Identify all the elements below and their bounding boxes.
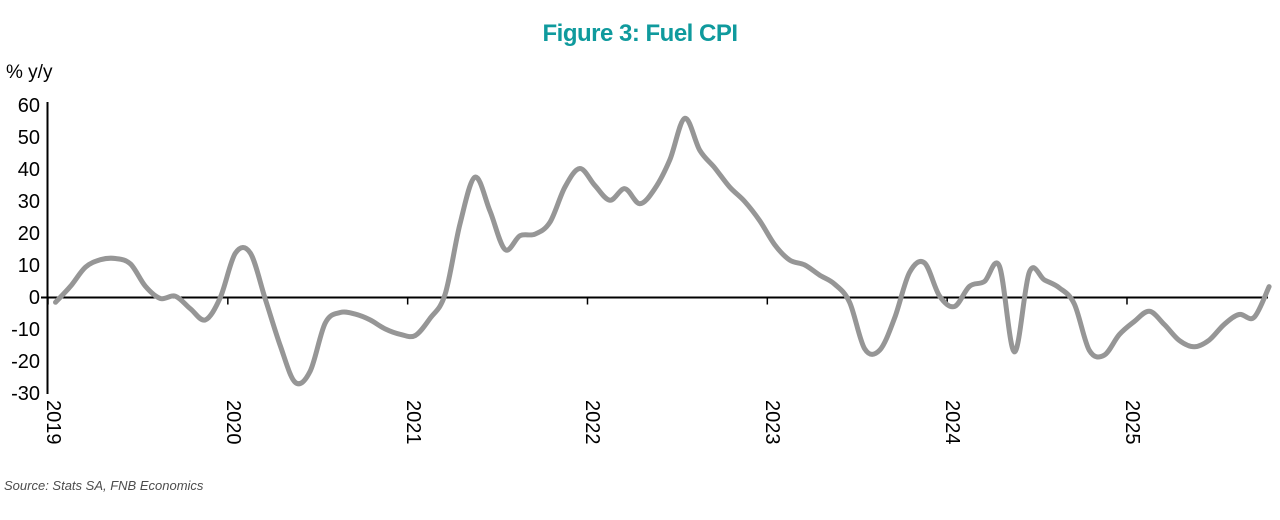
fuel-cpi-series-line [53,115,1272,387]
axis-group [41,102,1268,394]
y-axis-tick-label: 0 [28,286,40,309]
chart-title: Figure 3: Fuel CPI [542,20,738,47]
x-axis-tick-label: 2020 [221,400,244,445]
y-axis-tick-label: 20 [17,222,40,245]
x-axis-tick-label: 2022 [581,400,604,445]
x-axis-tick-label: 2021 [401,400,424,445]
x-axis-tick-label: 2024 [941,400,964,445]
y-axis-tick-label: 50 [17,126,40,149]
x-axis-tick-label: 2023 [761,400,784,445]
y-axis-tick-label: 10 [17,254,40,277]
y-axis-tick-label: -10 [11,318,40,341]
x-axis-tick-label: 2019 [42,400,64,445]
y-axis-tick-label: 40 [17,158,40,181]
y-axis-tick-label: -20 [11,350,40,373]
y-axis-tick-label: 60 [17,94,40,117]
y-axis-unit-label: % y/y [6,62,53,83]
y-axis-tick-label: 30 [17,190,40,213]
y-axis-tick-label: -30 [11,382,40,405]
x-axis-tick-label: 2025 [1120,400,1143,445]
source-note: Source: Stats SA, FNB Economics [4,478,204,493]
